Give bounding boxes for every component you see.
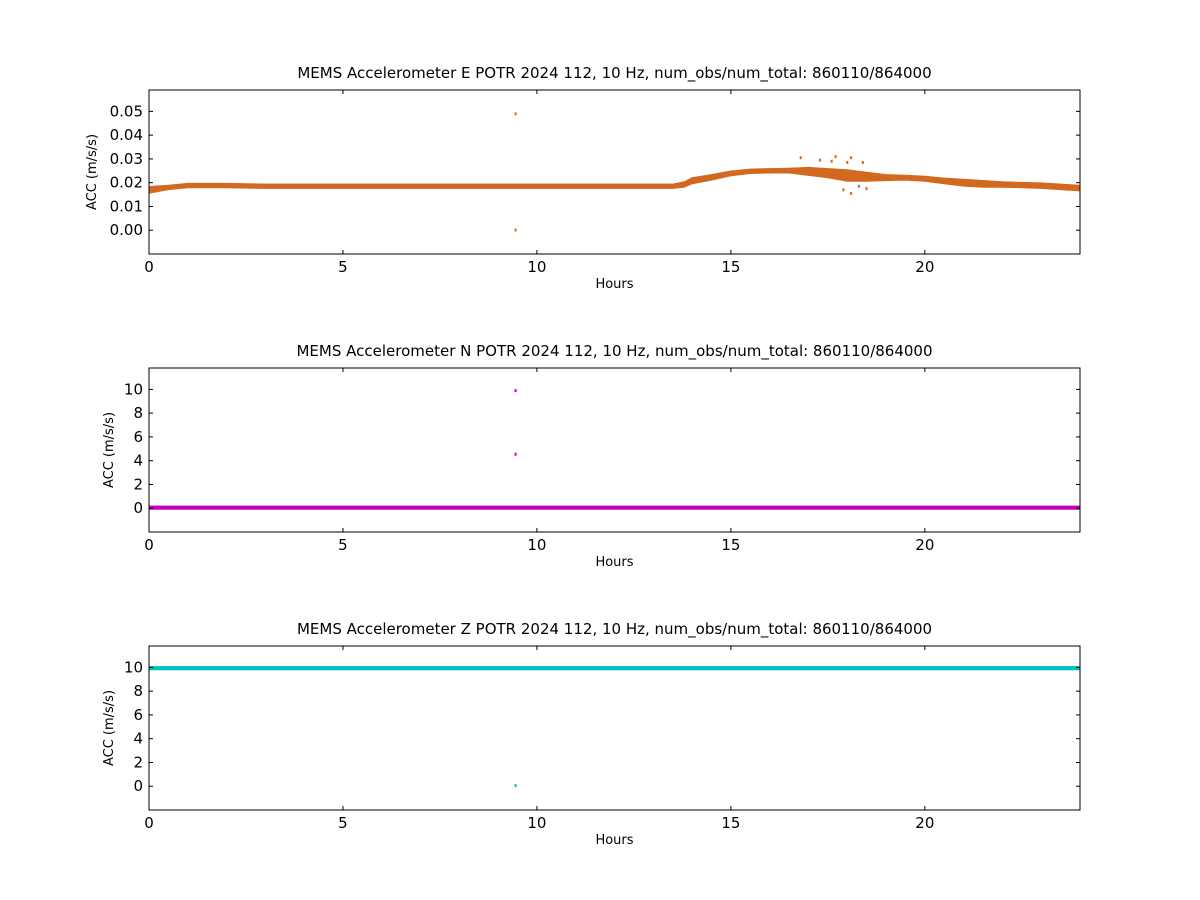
data-point: [514, 112, 517, 116]
data-point: [842, 188, 845, 192]
x-tick-label: 15: [721, 814, 740, 832]
data-point: [799, 156, 802, 160]
x-tick-label: 5: [338, 536, 348, 554]
panel-n: MEMS Accelerometer N POTR 2024 112, 10 H…: [102, 342, 1081, 570]
y-tick-label: 0: [133, 499, 143, 517]
data-band: [148, 666, 1081, 671]
x-axis-label-e: Hours: [595, 277, 633, 292]
y-tick-label: 0.05: [110, 102, 143, 120]
y-ticks-e: 0.00 0.01 0.02 0.03 0.04 0.05: [110, 102, 1080, 239]
x-tick-label: 20: [915, 814, 934, 832]
x-tick-label: 15: [721, 536, 740, 554]
data-point: [846, 161, 849, 164]
data-point: [850, 156, 853, 160]
data-point: [514, 452, 517, 456]
y-tick-label: 0: [133, 777, 143, 795]
y-tick-label: 0.02: [110, 174, 143, 192]
y-ticks-n: 0 2 4 6 8 10: [124, 380, 1080, 517]
data-point: [857, 184, 860, 188]
data-point: [514, 784, 517, 788]
y-tick-label: 8: [133, 404, 143, 422]
x-tick-label: 0: [144, 536, 154, 554]
x-axis-label-n: Hours: [595, 555, 633, 570]
y-tick-label: 10: [124, 658, 143, 676]
y-tick-label: 10: [124, 380, 143, 398]
y-tick-label: 4: [133, 730, 143, 748]
data-point: [830, 159, 833, 163]
x-tick-label: 10: [527, 814, 546, 832]
y-axis-label-e: ACC (m/s/s): [85, 134, 100, 210]
x-tick-label: 10: [527, 258, 546, 276]
data-point: [865, 187, 868, 191]
x-tick-label: 15: [721, 258, 740, 276]
data-point: [514, 389, 517, 393]
x-tick-label: 0: [144, 258, 154, 276]
axes-frame-e: [148, 89, 1081, 255]
chart-title-n: MEMS Accelerometer N POTR 2024 112, 10 H…: [296, 342, 932, 361]
data-band: [148, 505, 1081, 510]
y-tick-label: 6: [133, 706, 143, 724]
chart-title-z: MEMS Accelerometer Z POTR 2024 112, 10 H…: [297, 620, 932, 639]
x-tick-label: 20: [915, 536, 934, 554]
x-tick-label: 5: [338, 258, 348, 276]
y-tick-label: 0.00: [110, 221, 143, 239]
x-ticks-e: 0 5 10 15 20: [144, 90, 934, 276]
x-axis-label-z: Hours: [595, 833, 633, 848]
x-ticks-n: 0 5 10 15 20: [144, 368, 934, 554]
data-point: [819, 158, 822, 162]
data-point: [850, 191, 853, 195]
y-ticks-z: 0 2 4 6 8 10: [124, 658, 1080, 795]
y-tick-label: 0.04: [110, 126, 143, 144]
y-tick-label: 2: [133, 753, 143, 771]
y-tick-label: 0.01: [110, 197, 143, 215]
axes-frame-z: [148, 645, 1081, 811]
data-point: [834, 155, 837, 159]
y-tick-label: 8: [133, 682, 143, 700]
y-tick-label: 0.03: [110, 150, 143, 168]
axes-frame-n: [148, 367, 1081, 533]
data-point: [861, 161, 864, 164]
panel-e: MEMS Accelerometer E POTR 2024 112, 10 H…: [85, 64, 1081, 292]
data-point: [514, 228, 517, 232]
y-axis-label-n: ACC (m/s/s): [102, 412, 117, 488]
y-tick-label: 2: [133, 475, 143, 493]
x-ticks-z: 0 5 10 15 20: [144, 646, 934, 832]
chart-title-e: MEMS Accelerometer E POTR 2024 112, 10 H…: [297, 64, 931, 83]
y-tick-label: 6: [133, 428, 143, 446]
panel-z: MEMS Accelerometer Z POTR 2024 112, 10 H…: [102, 620, 1081, 848]
x-tick-label: 0: [144, 814, 154, 832]
x-tick-label: 20: [915, 258, 934, 276]
y-tick-label: 4: [133, 452, 143, 470]
x-tick-label: 10: [527, 536, 546, 554]
x-tick-label: 5: [338, 814, 348, 832]
y-axis-label-z: ACC (m/s/s): [102, 690, 117, 766]
